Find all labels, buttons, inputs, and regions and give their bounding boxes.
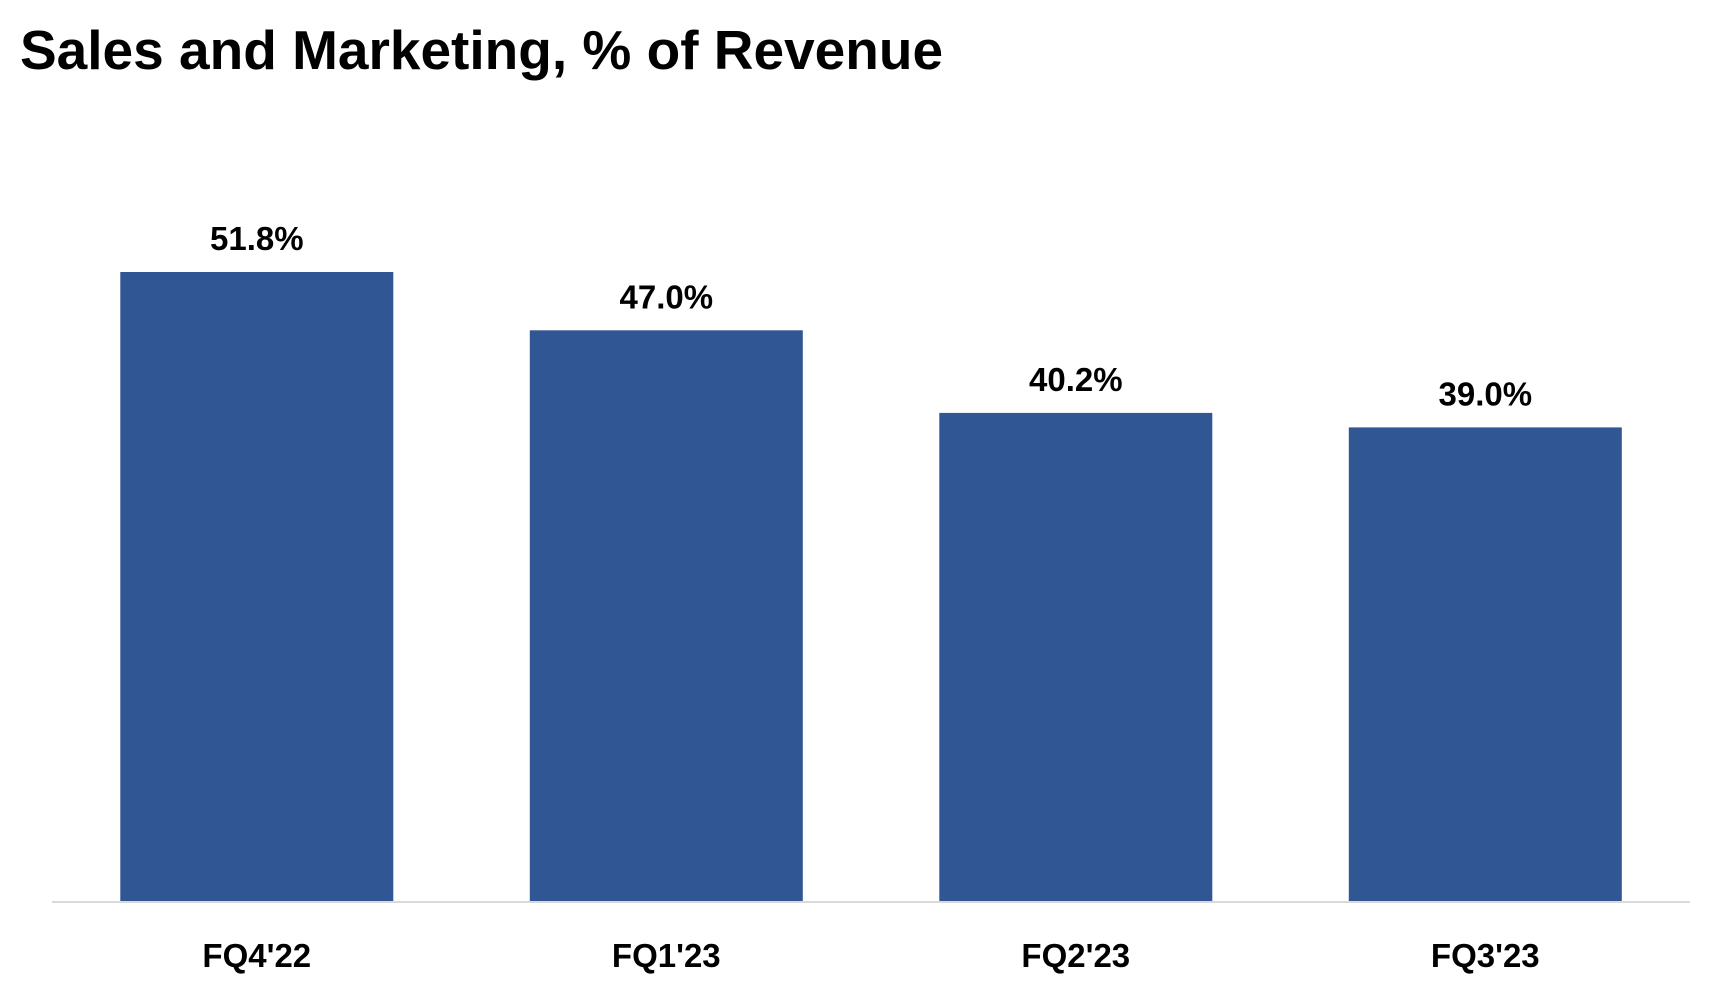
bars-group — [120, 272, 1622, 901]
x-tick-label-1: FQ1'23 — [612, 937, 721, 974]
bar-1 — [529, 330, 803, 901]
bar-0 — [120, 272, 394, 901]
chart-title: Sales and Marketing, % of Revenue — [20, 19, 944, 81]
x-tick-label-2: FQ2'23 — [1021, 937, 1130, 974]
data-label-1: 47.0% — [620, 278, 714, 315]
data-label-2: 40.2% — [1029, 361, 1123, 398]
data-labels-group: 51.8% 47.0% 40.2% 39.0% — [210, 220, 1532, 412]
data-label-3: 39.0% — [1439, 375, 1533, 412]
bar-3 — [1348, 427, 1622, 901]
data-label-0: 51.8% — [210, 220, 304, 257]
bar-2 — [939, 412, 1213, 901]
x-tick-label-0: FQ4'22 — [202, 937, 311, 974]
x-tick-label-3: FQ3'23 — [1431, 937, 1540, 974]
x-axis-tick-labels: FQ4'22 FQ1'23 FQ2'23 FQ3'23 — [202, 937, 1539, 974]
